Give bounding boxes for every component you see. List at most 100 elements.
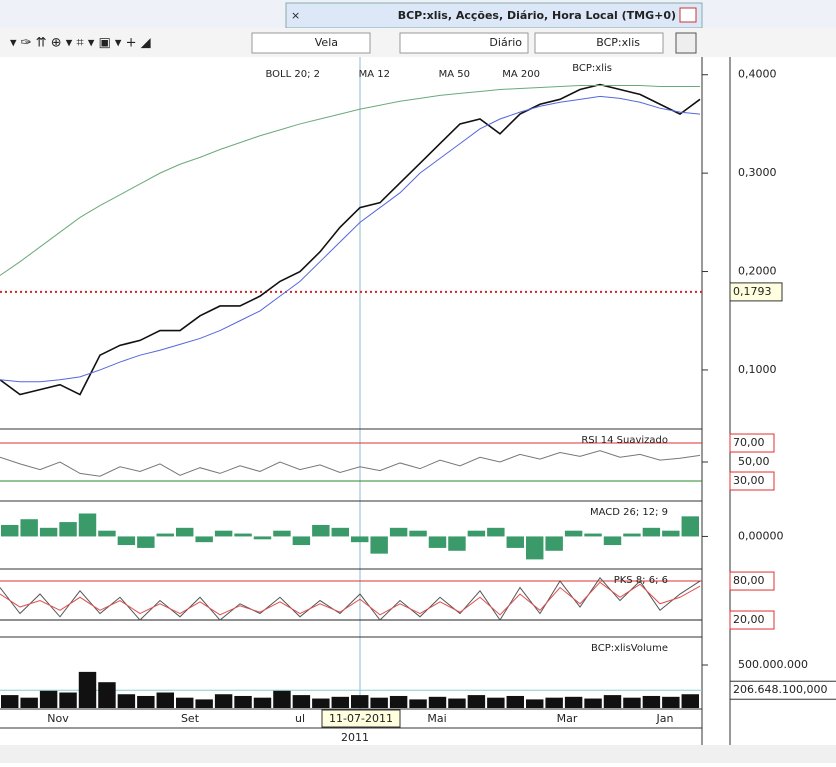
bar: [487, 527, 505, 537]
bar: [98, 530, 116, 537]
bar: [623, 697, 641, 708]
symbol-value: BCP:xlis: [596, 36, 640, 49]
legend-entry: MA 50: [439, 69, 470, 80]
y-tick-label: 50,00: [738, 455, 770, 468]
level-label: 70,00: [733, 436, 765, 449]
bar: [409, 699, 427, 708]
bar: [526, 536, 544, 560]
bar: [117, 694, 136, 708]
bar: [545, 697, 563, 708]
status-bar: [0, 745, 836, 763]
level-label: 30,00: [733, 474, 765, 487]
bar: [428, 536, 447, 548]
x-tick-label: Mai: [427, 712, 446, 725]
last-box: [729, 282, 783, 302]
bar: [545, 536, 563, 551]
last-box: [729, 680, 836, 700]
year-label: 2011: [341, 731, 369, 744]
bar: [467, 695, 486, 708]
bar: [370, 536, 388, 554]
bar: [1, 524, 19, 537]
bar: [389, 695, 408, 708]
y-tick-label: 0,00000: [738, 529, 784, 542]
bar: [584, 698, 602, 708]
tab-title: BCP:xlis, Acções, Diário, Hora Local (TM…: [398, 9, 676, 22]
bar: [662, 530, 680, 537]
series-line: [0, 95, 701, 383]
y-tick-label: 0,1000: [738, 363, 777, 376]
bar: [623, 533, 641, 537]
bar: [117, 536, 136, 546]
bar: [273, 690, 291, 708]
bar: [234, 695, 252, 708]
bar: [331, 527, 349, 537]
series-line: [0, 450, 701, 477]
bar: [564, 696, 583, 708]
bar: [39, 527, 58, 537]
bar: [681, 516, 699, 537]
style-value: Vela: [315, 36, 338, 49]
x-tick-label: Mar: [557, 712, 578, 725]
bar: [584, 533, 602, 537]
y-tick-label: 0,2000: [738, 265, 777, 278]
bar: [409, 530, 427, 537]
toolbar-icons[interactable]: ▾ ✑ ⇈ ⊕ ▾ ⌗ ▾ ▣ ▾ + ◢: [10, 36, 151, 51]
bar: [564, 530, 583, 537]
period-dropdown[interactable]: [399, 32, 529, 54]
x-tick-label: Nov: [47, 712, 69, 725]
bar: [253, 697, 272, 708]
level-box: [729, 471, 775, 491]
bar: [176, 697, 194, 708]
y-tick-label: 0,4000: [738, 68, 777, 81]
bar: [312, 524, 330, 537]
bar: [234, 533, 252, 537]
bar: [642, 527, 661, 537]
level-box: [729, 571, 775, 591]
bar: [137, 695, 155, 708]
cursor-date: 11-07-2011: [329, 712, 393, 725]
bar: [370, 697, 388, 708]
bar: [253, 536, 272, 540]
charts: 0,1000 0,2000 0,3000 0,4000 0,1793 BCP:xlis MA…: [0, 63, 836, 744]
bar: [156, 692, 174, 708]
symbol-input[interactable]: [534, 32, 664, 54]
y-tick-label: 0,3000: [738, 166, 777, 179]
bar: [59, 522, 77, 537]
bar: [39, 690, 58, 708]
bar: [506, 695, 524, 708]
bar: [176, 527, 194, 537]
bar: [681, 694, 699, 708]
panel-title: MACD 26; 12; 9: [590, 507, 668, 518]
series-line: [0, 83, 701, 396]
y-tick-label: 500.000.000: [738, 658, 808, 671]
tab-icon: [679, 7, 697, 23]
bar: [526, 699, 544, 708]
tab-close[interactable]: ×: [291, 9, 300, 22]
panel-title: BCP:xlisVolume: [591, 643, 668, 654]
series-line: [0, 85, 700, 276]
tab[interactable]: [285, 2, 703, 29]
x-tick-label: Jan: [656, 712, 674, 725]
bar: [467, 530, 486, 537]
up-button[interactable]: [675, 32, 697, 54]
bar: [292, 695, 311, 708]
bar: [448, 698, 466, 708]
legend-entry: BOLL 20; 2: [265, 69, 320, 80]
bar: [214, 530, 233, 537]
bar: [20, 697, 38, 708]
bar: [98, 682, 116, 708]
level-box: [729, 610, 775, 630]
bar: [603, 536, 622, 546]
bar: [137, 536, 155, 548]
period-value: Diário: [489, 36, 522, 49]
x-tick-label: ul: [295, 712, 305, 725]
bar: [214, 694, 233, 708]
bar: [78, 671, 97, 708]
bar: [351, 695, 369, 708]
style-dropdown[interactable]: [251, 32, 371, 54]
bar: [312, 698, 330, 708]
level-box: [729, 433, 775, 453]
bar: [351, 536, 369, 543]
bar: [506, 536, 524, 548]
